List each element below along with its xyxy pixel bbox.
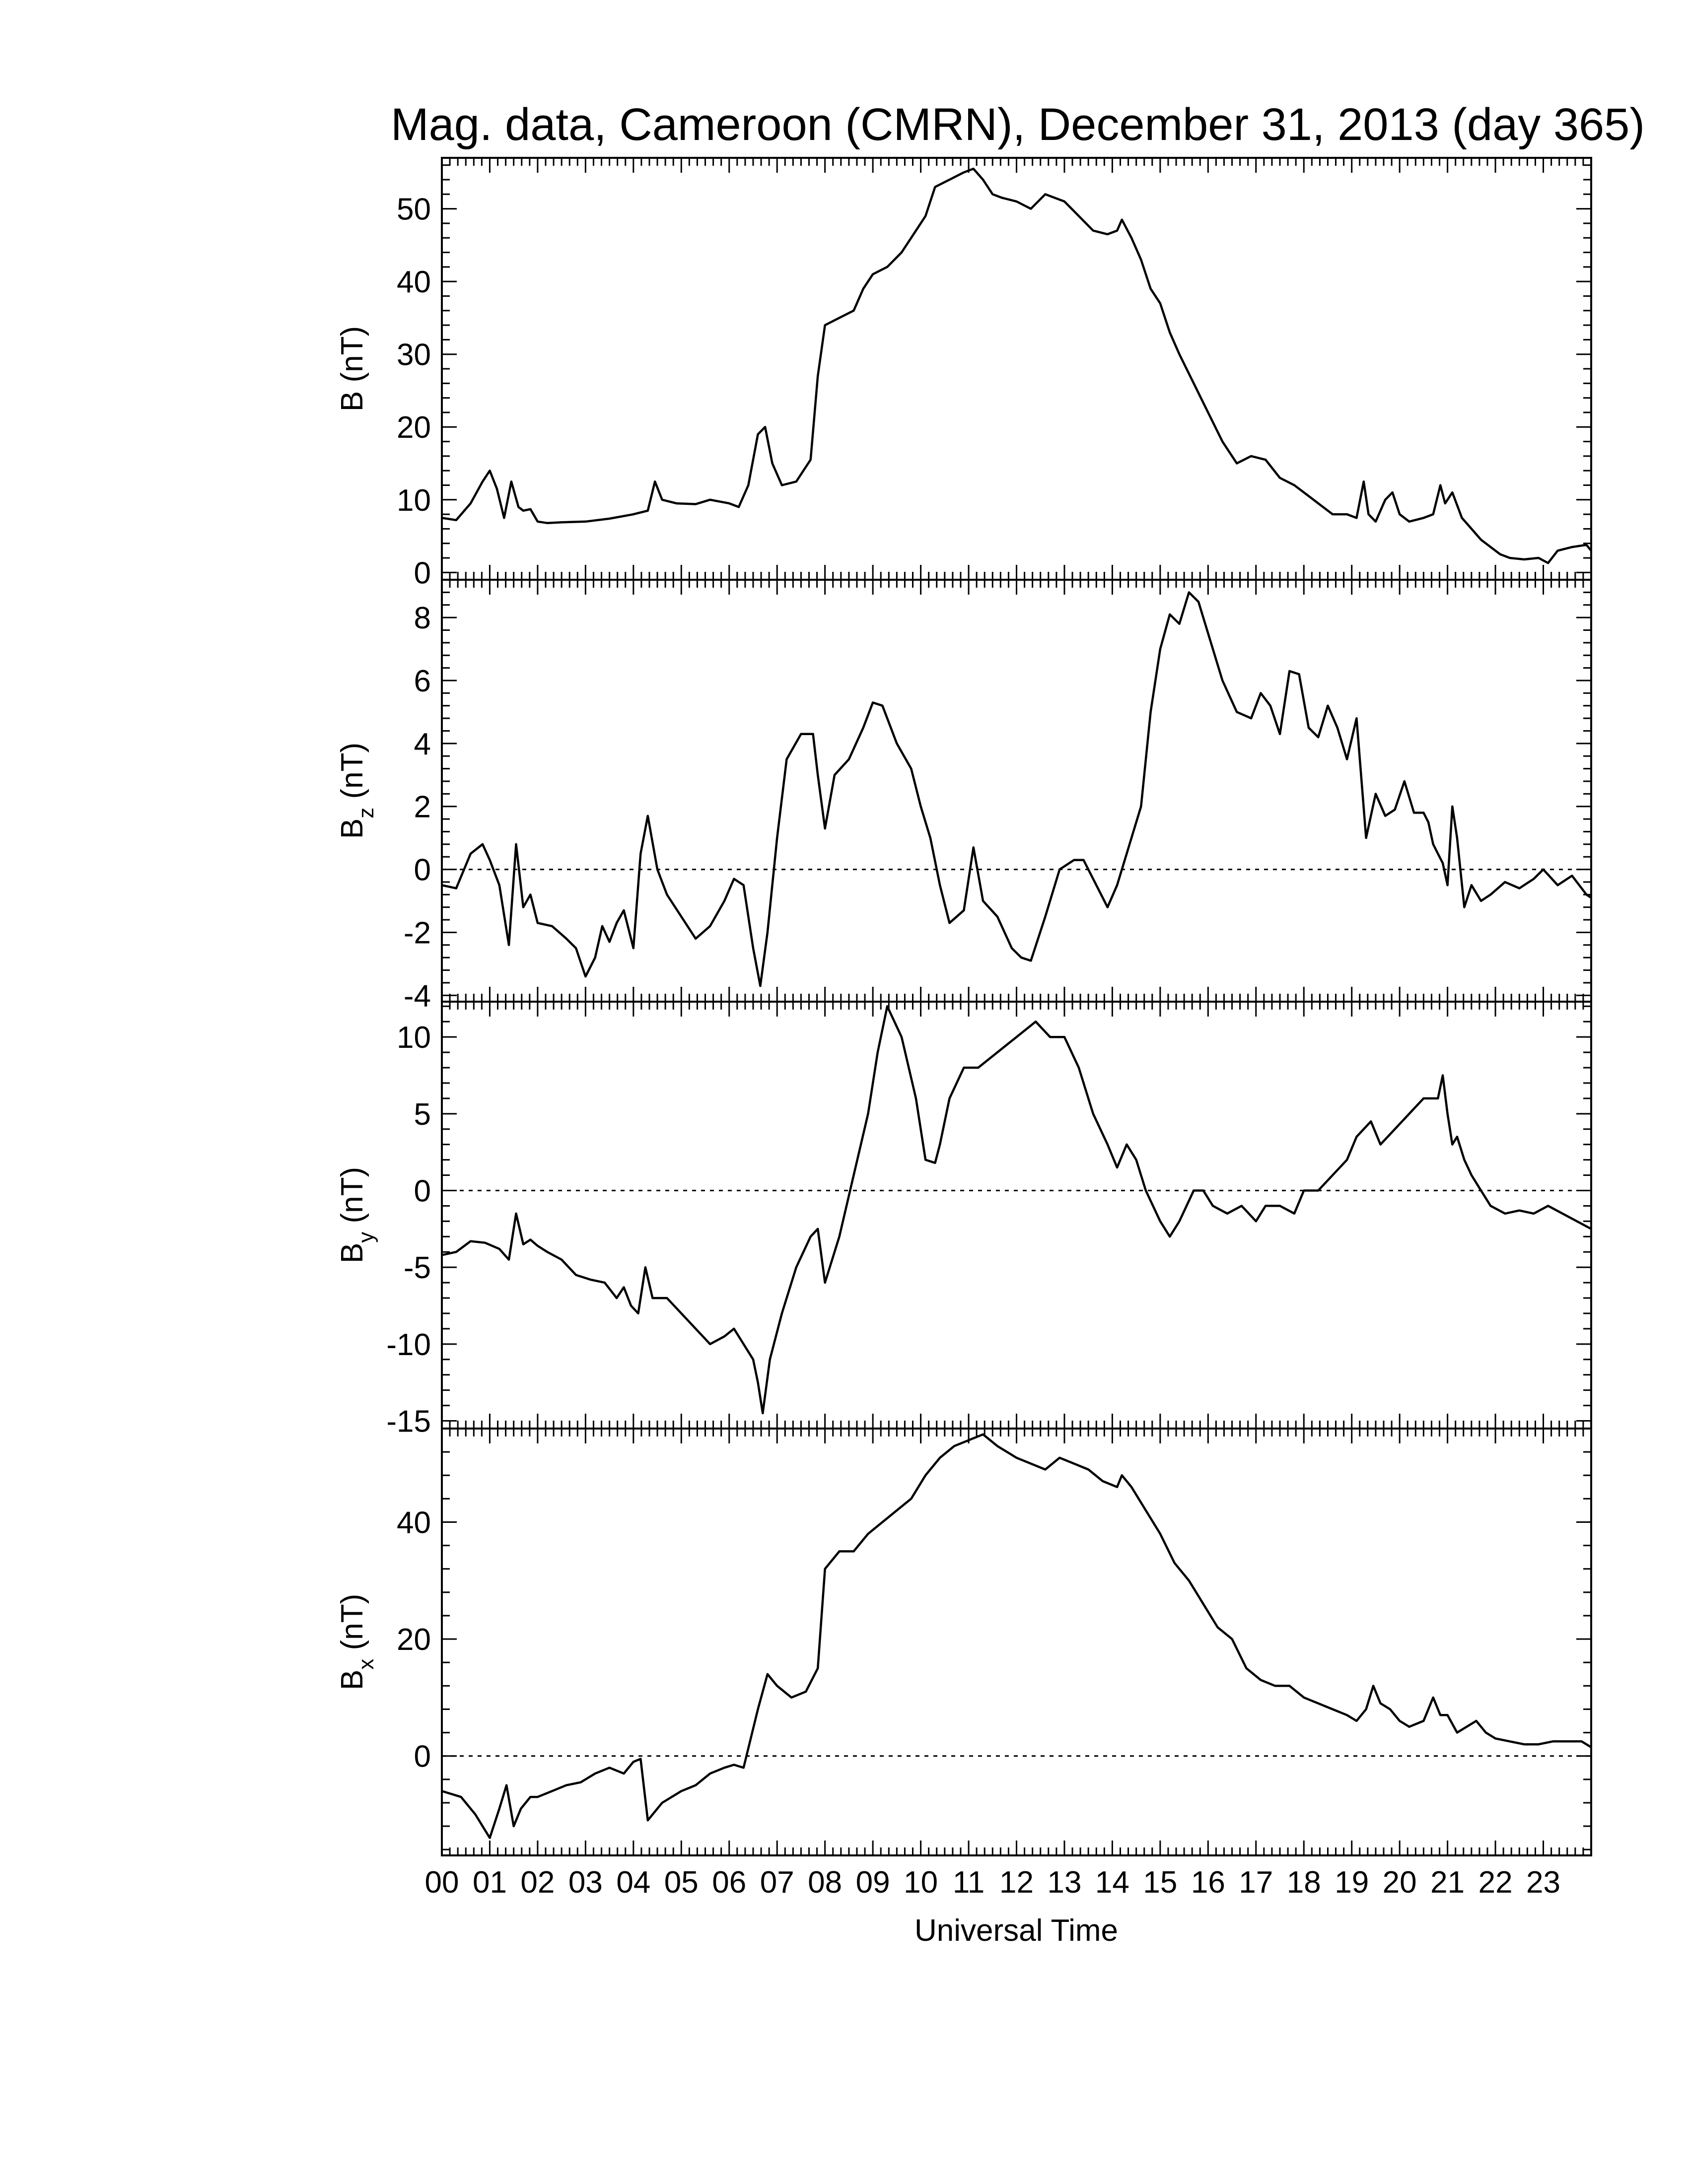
- y-tick-label: -10: [386, 1328, 431, 1362]
- chart-title: Mag. data, Cameroon (CMRN), December 31,…: [391, 99, 1645, 150]
- panel-frame: [441, 1001, 1592, 1430]
- panel-frame: [441, 157, 1592, 581]
- y-tick-label: 50: [397, 193, 431, 227]
- y-axis: 0 20 40: [397, 1428, 1591, 1850]
- x-tick-label: 04: [616, 1865, 650, 1900]
- x-tick-label: 06: [712, 1865, 746, 1900]
- x-ticks: [441, 1002, 1592, 1429]
- x-tick-label: 02: [520, 1865, 555, 1900]
- y-tick-label: -2: [404, 916, 431, 950]
- y-tick-label: 10: [397, 483, 431, 518]
- y-tick-label: 5: [414, 1097, 431, 1132]
- y-tick-label: 6: [414, 664, 431, 698]
- y-tick-label: 30: [397, 338, 431, 372]
- x-ticks: [441, 1429, 1592, 1855]
- y-tick-label: 0: [414, 1740, 431, 1774]
- x-tick-label: 09: [856, 1865, 890, 1900]
- y-tick-label: 10: [397, 1021, 431, 1055]
- y-axis: -15 -10 -5 0 5 10: [386, 1005, 1591, 1439]
- x-tick-label: 12: [999, 1865, 1034, 1900]
- y-tick-label: 4: [414, 727, 431, 761]
- y-axis-label: By (nT): [335, 1167, 378, 1263]
- y-tick-label: 0: [414, 556, 431, 590]
- x-tick-label: 21: [1430, 1865, 1465, 1900]
- y-axis: -4 -2 0 2 4 6 8: [404, 579, 1591, 1013]
- panel-b: 0 10 20 30 40 50 B (nT): [335, 157, 1592, 590]
- x-ticks: [441, 580, 1592, 1002]
- x-tick-label: 11: [953, 1865, 985, 1900]
- x-tick-label: 07: [760, 1865, 794, 1900]
- x-tick-label: 19: [1335, 1865, 1369, 1900]
- y-axis: 0 10 20 30 40 50: [397, 164, 1591, 590]
- x-tick-label: 14: [1095, 1865, 1129, 1900]
- x-tick-label: 15: [1143, 1865, 1177, 1900]
- y-tick-label: 8: [414, 601, 431, 635]
- x-tick-label: 10: [904, 1865, 938, 1900]
- y-tick-label: 40: [397, 265, 431, 299]
- x-ticks: [441, 158, 1592, 580]
- panel-frame: [441, 579, 1592, 1003]
- series-line-b: [441, 167, 1592, 564]
- panel-by: -15 -10 -5 0 5 10 By (nT): [335, 1001, 1592, 1439]
- panel-frame: [441, 1428, 1592, 1856]
- x-tick-label: 01: [473, 1865, 507, 1900]
- panel-bz: -4 -2 0 2 4 6 8 Bz (nT): [335, 579, 1592, 1013]
- series-line-by: [441, 1005, 1592, 1415]
- y-axis-label: Bx (nT): [335, 1594, 378, 1690]
- y-tick-label: 0: [414, 853, 431, 887]
- x-tick-label: 13: [1047, 1865, 1081, 1900]
- x-tick-labels: 00 01 02 03 04 05 06 07 08 09 10 11 12 13 14 15 16 17 18 19…: [425, 1865, 1561, 1900]
- y-tick-label: 20: [397, 1623, 431, 1657]
- panel-bx: 0 20 40 Bx (nT): [335, 1428, 1592, 1856]
- x-tick-label: 03: [568, 1865, 603, 1900]
- x-tick-label: 16: [1191, 1865, 1225, 1900]
- series-line-bx: [441, 1433, 1592, 1839]
- y-tick-label: -4: [404, 979, 431, 1013]
- x-tick-label: 23: [1526, 1865, 1560, 1900]
- x-tick-label: 22: [1478, 1865, 1513, 1900]
- y-tick-label: 20: [397, 410, 431, 445]
- y-tick-label: 2: [414, 790, 431, 824]
- x-tick-label: 20: [1383, 1865, 1417, 1900]
- x-tick-label: 08: [808, 1865, 842, 1900]
- y-tick-label: -15: [386, 1405, 431, 1439]
- x-tick-label: 18: [1287, 1865, 1321, 1900]
- x-tick-label: 17: [1239, 1865, 1273, 1900]
- series-line-bz: [441, 591, 1592, 987]
- y-tick-label: 40: [397, 1505, 431, 1540]
- y-axis-label: Bz (nT): [335, 743, 378, 839]
- y-tick-label: -5: [404, 1251, 431, 1285]
- x-tick-label: 05: [664, 1865, 699, 1900]
- y-tick-label: 0: [414, 1174, 431, 1209]
- x-tick-label: 00: [425, 1865, 459, 1900]
- y-axis-label: B (nT): [335, 326, 369, 411]
- x-axis-label: Universal Time: [914, 1913, 1118, 1948]
